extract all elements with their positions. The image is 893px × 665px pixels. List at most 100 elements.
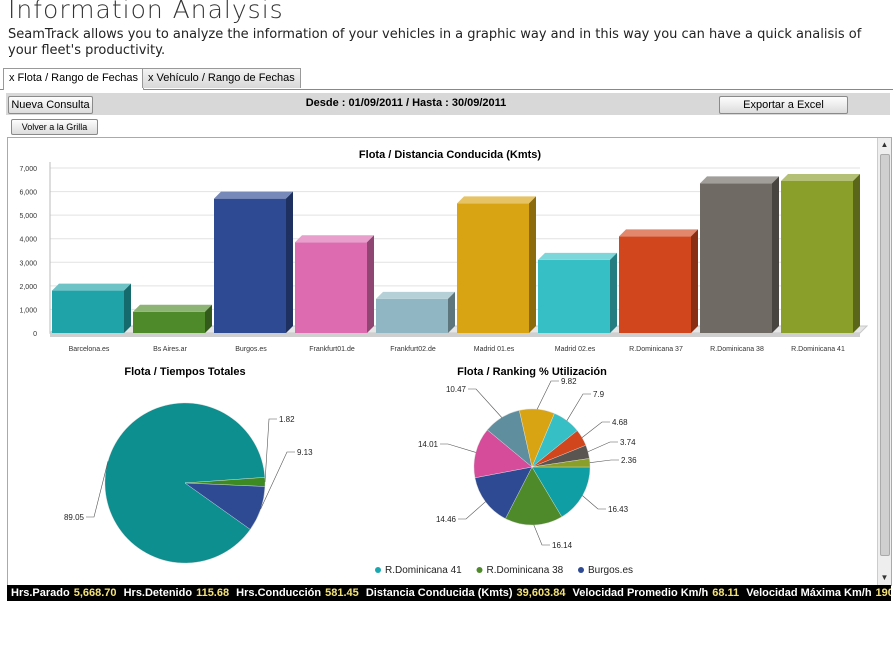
- status-value: 68.11: [712, 587, 740, 599]
- pie-leader: [566, 393, 591, 421]
- y-tick-label: 1,000: [19, 307, 37, 314]
- pie-outline: [473, 408, 591, 526]
- charts-panel: Flota / Distancia Conducida (Kmts) 0 1,00…: [7, 137, 892, 586]
- pie-value-label: 7.9: [593, 390, 605, 399]
- status-label: Velocidad Promedio Km/h: [572, 587, 709, 599]
- y-tick-label: 2,000: [19, 284, 37, 291]
- bar-side: [367, 235, 374, 333]
- status-value: 581.45: [325, 587, 359, 599]
- tab-vehiculo-rango[interactable]: x Vehículo / Rango de Fechas: [142, 68, 301, 88]
- x-category-label: Frankfurt01.de: [309, 346, 355, 353]
- bar-side: [286, 191, 293, 333]
- scroll-up-icon[interactable]: ▲: [880, 140, 889, 149]
- pie-leader: [440, 443, 476, 453]
- status-label: Hrs.Conducción: [236, 587, 322, 599]
- bar-front: [214, 198, 286, 333]
- bar: [376, 291, 455, 333]
- y-tick-label: 4,000: [19, 237, 37, 244]
- bar: [700, 176, 779, 333]
- status-label: Distancia Conducida (Kmts): [365, 587, 513, 599]
- pie-value-label: 14.46: [436, 515, 457, 524]
- pie-slice: [184, 482, 266, 530]
- x-category-label: R.Dominicana 37: [629, 346, 683, 353]
- tab-flota-rango[interactable]: x Flota / Rango de Fechas: [3, 68, 145, 90]
- status-value: 5,668.70: [73, 587, 117, 599]
- toolbar: Nueva Consulta Desde : 01/09/2011 / Hast…: [6, 93, 890, 115]
- x-category-label: R.Dominicana 41: [791, 346, 845, 353]
- pie-leader: [581, 421, 610, 438]
- export-excel-button[interactable]: Exportar a Excel: [719, 96, 848, 114]
- pie-value-label: 10.47: [446, 385, 467, 394]
- y-tick-label: 3,000: [19, 260, 37, 267]
- status-label: Hrs.Parado: [11, 587, 70, 599]
- y-tick-label: 5,000: [19, 213, 37, 220]
- pie-leader: [587, 441, 618, 453]
- pie-slice: [473, 429, 533, 478]
- tab-bar: x Flota / Rango de Fechas x Vehículo / R…: [0, 68, 893, 90]
- pie-value-label: 14.01: [418, 440, 439, 449]
- y-tick-label: 0: [33, 331, 37, 338]
- bar-top: [52, 283, 131, 291]
- pie-value-label: 16.14: [552, 541, 573, 550]
- bar: [214, 191, 293, 333]
- bar-side: [610, 252, 617, 333]
- status-value: 39,603.84: [516, 587, 566, 599]
- bar: [538, 252, 617, 333]
- bar-front: [700, 183, 772, 333]
- x-category-label: Bs Aires.ar: [153, 346, 188, 353]
- vertical-scrollbar[interactable]: ▲ ▼: [877, 138, 891, 585]
- new-query-button[interactable]: Nueva Consulta: [8, 96, 93, 114]
- pie-leader: [458, 501, 486, 520]
- x-category-label: Barcelona.es: [69, 346, 110, 353]
- legend-label: Burgos.es: [588, 565, 633, 576]
- page-title: Information Analysis: [8, 0, 284, 24]
- bar-front: [457, 203, 529, 333]
- back-to-grid-button[interactable]: Volver a la Grilla: [11, 119, 98, 135]
- pie-value-label: 9.13: [297, 448, 313, 457]
- pie-leader: [536, 380, 559, 410]
- x-category-label: Frankfurt02.de: [390, 346, 436, 353]
- pie-leader: [264, 418, 277, 482]
- bar-front: [781, 180, 853, 333]
- y-tick-label: 7,000: [19, 166, 37, 173]
- scroll-thumb[interactable]: [880, 154, 890, 556]
- legend-dot: [578, 567, 584, 573]
- legend-item: R.Dominicana 38: [476, 565, 564, 576]
- bar-top: [376, 291, 455, 299]
- legend-dot: [375, 567, 381, 573]
- pie-leader: [533, 524, 550, 546]
- pie-leader: [468, 388, 502, 418]
- legend-item: R.Dominicana 41: [375, 565, 462, 576]
- pie-ranking-title: Flota / Ranking % Utilización: [457, 366, 607, 378]
- bar-side: [448, 291, 455, 333]
- pie-value-label: 2.36: [621, 456, 637, 465]
- scroll-down-icon[interactable]: ▼: [880, 573, 889, 582]
- page-description: SeamTrack allows you to analyze the info…: [8, 27, 862, 58]
- charts-canvas: Flota / Distancia Conducida (Kmts) 0 1,00…: [19, 149, 869, 576]
- bar-front: [52, 290, 124, 333]
- pie-tiempos-title: Flota / Tiempos Totales: [124, 366, 245, 378]
- bar-chart-title: Flota / Distancia Conducida (Kmts): [359, 149, 541, 161]
- pie-value-label: 3.74: [620, 438, 636, 447]
- pie-value-label: 1.82: [279, 415, 295, 424]
- pie-value-label: 16.43: [608, 505, 629, 514]
- pie-value-label: 4.68: [612, 418, 628, 427]
- status-label: Hrs.Detenido: [123, 587, 193, 599]
- bar: [457, 196, 536, 333]
- bar: [781, 173, 860, 333]
- x-category-label: R.Dominicana 38: [710, 346, 764, 353]
- pie-value-label: 89.05: [64, 513, 85, 522]
- bar-front: [376, 298, 448, 333]
- pie-leader: [86, 461, 109, 518]
- bar-top: [295, 235, 374, 243]
- bar-side: [691, 229, 698, 333]
- bar-front: [619, 236, 691, 333]
- bar-front: [133, 311, 205, 333]
- bar-side: [853, 173, 860, 333]
- bar: [619, 229, 698, 333]
- bar-top: [700, 176, 779, 184]
- bar-side: [205, 304, 212, 333]
- bar: [52, 283, 131, 333]
- legend-label: R.Dominicana 41: [385, 565, 462, 576]
- bar-top: [538, 252, 617, 260]
